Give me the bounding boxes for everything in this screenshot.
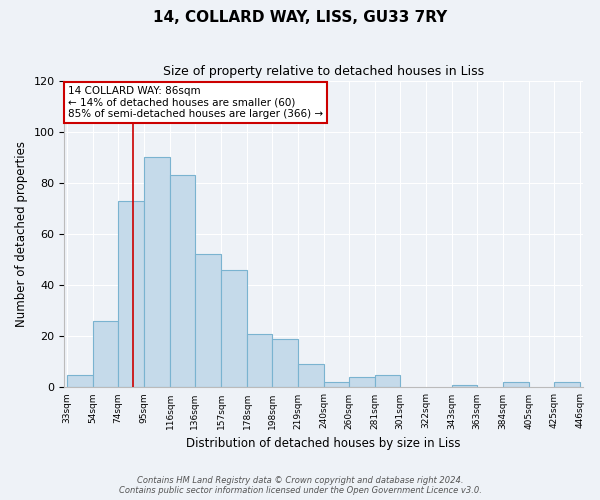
Y-axis label: Number of detached properties: Number of detached properties <box>15 141 28 327</box>
Bar <box>67 374 93 388</box>
Bar <box>93 321 118 388</box>
Bar <box>170 175 195 388</box>
Bar <box>554 382 580 388</box>
Bar <box>195 254 221 388</box>
Bar <box>376 374 400 388</box>
Bar <box>144 158 170 388</box>
Bar <box>272 339 298 388</box>
Bar <box>452 385 477 388</box>
Bar <box>221 270 247 388</box>
X-axis label: Distribution of detached houses by size in Liss: Distribution of detached houses by size … <box>187 437 461 450</box>
Title: Size of property relative to detached houses in Liss: Size of property relative to detached ho… <box>163 65 484 78</box>
Bar <box>349 377 375 388</box>
Bar <box>118 200 144 388</box>
Text: 14, COLLARD WAY, LISS, GU33 7RY: 14, COLLARD WAY, LISS, GU33 7RY <box>153 10 447 25</box>
Text: 14 COLLARD WAY: 86sqm
← 14% of detached houses are smaller (60)
85% of semi-deta: 14 COLLARD WAY: 86sqm ← 14% of detached … <box>68 86 323 119</box>
Bar <box>298 364 324 388</box>
Text: Contains HM Land Registry data © Crown copyright and database right 2024.
Contai: Contains HM Land Registry data © Crown c… <box>119 476 481 495</box>
Bar <box>247 334 272 388</box>
Bar <box>503 382 529 388</box>
Bar <box>325 382 349 388</box>
